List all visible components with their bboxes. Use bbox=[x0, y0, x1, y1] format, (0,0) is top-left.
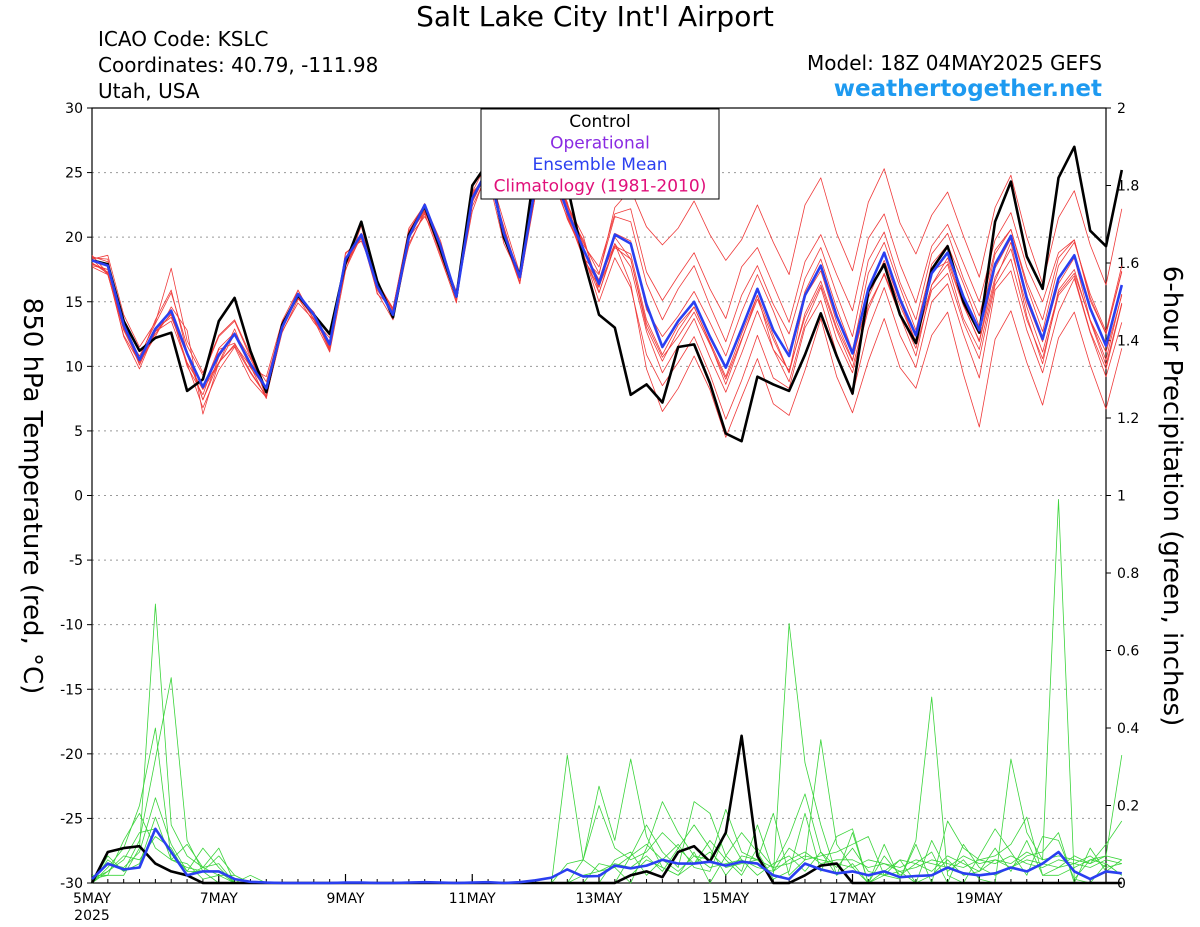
region: Utah, USA bbox=[98, 79, 200, 103]
member-temp-line bbox=[91, 172, 1123, 409]
y2-tick-label: 0.2 bbox=[1117, 799, 1139, 815]
x-tick-label: 17MAY bbox=[829, 891, 876, 907]
x-tick-label: 13MAY bbox=[576, 891, 623, 907]
member-temp-line bbox=[91, 161, 1123, 397]
x-tick-label: 5MAY bbox=[73, 891, 111, 907]
y-tick-label: 30 bbox=[65, 101, 83, 117]
legend-box bbox=[480, 108, 720, 200]
y-tick-label: -30 bbox=[60, 876, 83, 892]
site-link[interactable]: weathertogether.net bbox=[833, 76, 1102, 102]
x-tick-sublabel: 2025 bbox=[74, 908, 110, 924]
x-tick-label: 7MAY bbox=[200, 891, 238, 907]
legend-entry: Operational bbox=[550, 134, 650, 154]
station-info: ICAO Code: KSLC Coordinates: 40.79, -111… bbox=[98, 26, 378, 104]
y-tick-label: -20 bbox=[60, 747, 83, 763]
y-tick-label: 10 bbox=[65, 359, 83, 375]
page-title: Salt Lake City Int'l Airport bbox=[416, 0, 774, 33]
member-temp-line bbox=[91, 161, 1123, 383]
y-tick-label: 5 bbox=[74, 424, 83, 440]
y2-tick-label: 1.4 bbox=[1117, 334, 1139, 350]
mean-temp-line bbox=[91, 166, 1124, 390]
y2-tick-label: 1.6 bbox=[1117, 256, 1139, 272]
x-tick-label: 11MAY bbox=[449, 891, 496, 907]
plot-frame bbox=[91, 107, 1107, 884]
y-tick-label: -10 bbox=[60, 618, 83, 634]
model-run: Model: 18Z 04MAY2025 GEFS bbox=[807, 51, 1102, 75]
y2-tick-label: 0.8 bbox=[1117, 566, 1139, 582]
member-precip-line bbox=[91, 696, 1123, 884]
y-tick-label: 0 bbox=[74, 489, 83, 505]
x-tick-label: 19MAY bbox=[956, 891, 1003, 907]
y-tick-label: 20 bbox=[65, 230, 83, 246]
member-temp-line bbox=[91, 160, 1123, 438]
x-tick-label: 9MAY bbox=[326, 891, 364, 907]
control-precip-line bbox=[90, 734, 1122, 885]
icao-code: ICAO Code: KSLC bbox=[98, 27, 269, 51]
y2-tick-label: 1.8 bbox=[1117, 179, 1139, 195]
member-temp-line bbox=[91, 164, 1123, 398]
legend-entry: Climatology (1981-2010) bbox=[494, 177, 707, 197]
y2-tick-label: 0.4 bbox=[1117, 721, 1139, 737]
y-tick-label: -5 bbox=[69, 553, 83, 569]
member-temp-line bbox=[91, 173, 1123, 401]
legend-entry: Control bbox=[569, 112, 630, 132]
member-precip-line bbox=[91, 739, 1123, 884]
y-tick-label: 25 bbox=[65, 166, 83, 182]
y-tick-label: -15 bbox=[60, 682, 83, 698]
y2-tick-label: 1 bbox=[1117, 489, 1126, 505]
x-tick-label: 15MAY bbox=[702, 891, 749, 907]
y2-tick-label: 0.6 bbox=[1117, 644, 1139, 660]
y2-tick-label: 2 bbox=[1117, 101, 1126, 117]
y-tick-label: -25 bbox=[60, 811, 83, 827]
member-precip-line bbox=[91, 498, 1123, 884]
coordinates: Coordinates: 40.79, -111.98 bbox=[98, 53, 379, 77]
y-tick-label: 15 bbox=[65, 295, 83, 311]
mean-precip-line bbox=[91, 827, 1122, 885]
legend-entry: Ensemble Mean bbox=[532, 155, 667, 175]
member-precip-line bbox=[91, 603, 1123, 884]
y2-tick-label: 1.2 bbox=[1117, 411, 1139, 427]
